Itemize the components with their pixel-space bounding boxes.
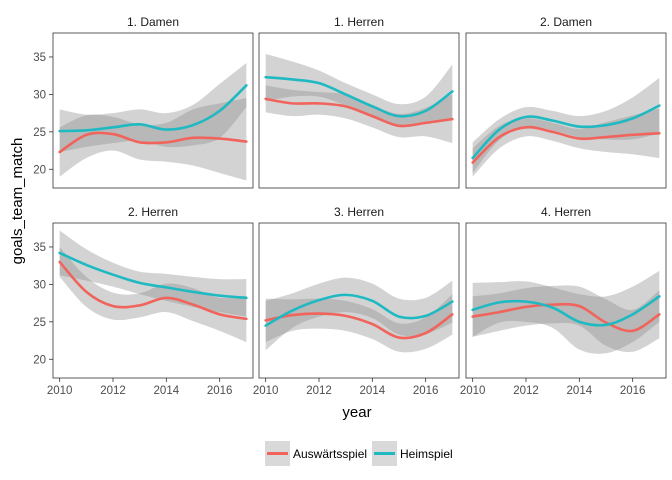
facet-strip-label: 1. Herren — [334, 15, 384, 29]
trend-line-home — [471, 104, 661, 160]
facet-strip-label: 3. Herren — [334, 205, 384, 219]
confidence-band-away — [472, 108, 660, 177]
confidence-band-away — [59, 98, 247, 181]
y-tick-label: 30 — [33, 89, 46, 101]
facet-strip-label: 2. Herren — [128, 205, 178, 219]
y-tick-label: 35 — [33, 52, 46, 64]
facet-strip-label: 4. Herren — [541, 205, 591, 219]
facet-strip-label: 2. Damen — [540, 15, 592, 29]
legend-label-home: Heimspiel — [400, 447, 453, 461]
trend-line-home — [264, 75, 454, 118]
trend-line-home — [58, 84, 248, 133]
y-tick-label: 30 — [33, 279, 46, 291]
panel-plot-area — [264, 53, 454, 144]
x-tick-label: 2010 — [47, 385, 73, 397]
facet-strip-label: 1. Damen — [127, 15, 179, 29]
panels-layer: 1. Damen 1. Herren 2. Damen 2. Herren 3. Her… — [52, 11, 667, 379]
x-tick-label: 2014 — [567, 385, 593, 397]
facet-strip — [53, 201, 253, 223]
y-axis-title: goals_team_match — [9, 138, 26, 265]
panel-border — [52, 32, 254, 189]
confidence-band-home — [472, 270, 660, 354]
trend-line-away — [264, 312, 454, 340]
x-tick-label: 2012 — [513, 385, 539, 397]
facet-strip — [259, 201, 459, 223]
legend-label-away: Auswärtsspiel — [293, 447, 367, 461]
x-tick-label: 2016 — [207, 385, 233, 397]
trend-line-home — [471, 295, 661, 327]
trend-line-away — [471, 125, 661, 164]
x-tick-label: 2016 — [413, 385, 439, 397]
panel-border — [258, 32, 460, 189]
facet-panel: 1. Herren — [258, 11, 460, 189]
confidence-band-home — [59, 62, 247, 153]
x-tick-label: 2014 — [360, 385, 386, 397]
trend-line-away — [471, 302, 661, 333]
y-tick-label: 20 — [33, 164, 46, 176]
panel-plot-area — [471, 270, 661, 354]
x-tick-label: 2012 — [100, 385, 126, 397]
facet-panel: 2. Herren — [52, 201, 254, 379]
x-tick-label: 2010 — [253, 385, 279, 397]
trend-line-away — [58, 131, 248, 154]
x-tick-label: 2016 — [620, 385, 646, 397]
facet-panel: 4. Herren — [465, 201, 667, 379]
facet-strip — [259, 11, 459, 33]
panel-plot-area — [471, 77, 661, 177]
legend: Auswärtsspiel Heimspiel — [265, 441, 453, 466]
trend-line-home — [58, 251, 248, 300]
confidence-band-away — [265, 85, 453, 144]
facet-panel: 3. Herren — [258, 201, 460, 379]
y-tick-label: 20 — [33, 354, 46, 366]
confidence-band-away — [59, 246, 247, 343]
panel-border — [52, 222, 254, 379]
trend-line-home — [264, 293, 454, 327]
confidence-band-home — [59, 230, 247, 317]
y-tick-label: 25 — [33, 127, 46, 139]
y-tick-label: 25 — [33, 317, 46, 329]
panel-plot-area — [264, 277, 454, 353]
axes-layer: 20 25 30 35 20 25 30 35 2010 2012 2014 2016 2010 2012… — [33, 52, 645, 397]
panel-border — [465, 32, 667, 189]
facet-strip — [53, 11, 253, 33]
panel-plot-area — [58, 230, 248, 343]
panel-plot-area — [58, 62, 248, 181]
confidence-band-home — [265, 53, 453, 127]
x-axis-title: year — [342, 404, 371, 421]
x-tick-label: 2014 — [154, 385, 180, 397]
trend-line-away — [264, 97, 454, 128]
facet-panel: 2. Damen — [465, 11, 667, 189]
confidence-band-home — [472, 77, 660, 174]
y-tick-label: 35 — [33, 242, 46, 254]
facet-strip — [466, 11, 666, 33]
facet-panel: 1. Damen — [52, 11, 254, 189]
confidence-band-home — [265, 277, 453, 351]
panel-border — [258, 222, 460, 379]
facet-strip — [466, 201, 666, 223]
x-tick-label: 2010 — [460, 385, 486, 397]
x-tick-label: 2012 — [306, 385, 332, 397]
trend-line-away — [58, 260, 248, 321]
panel-border — [465, 222, 667, 379]
